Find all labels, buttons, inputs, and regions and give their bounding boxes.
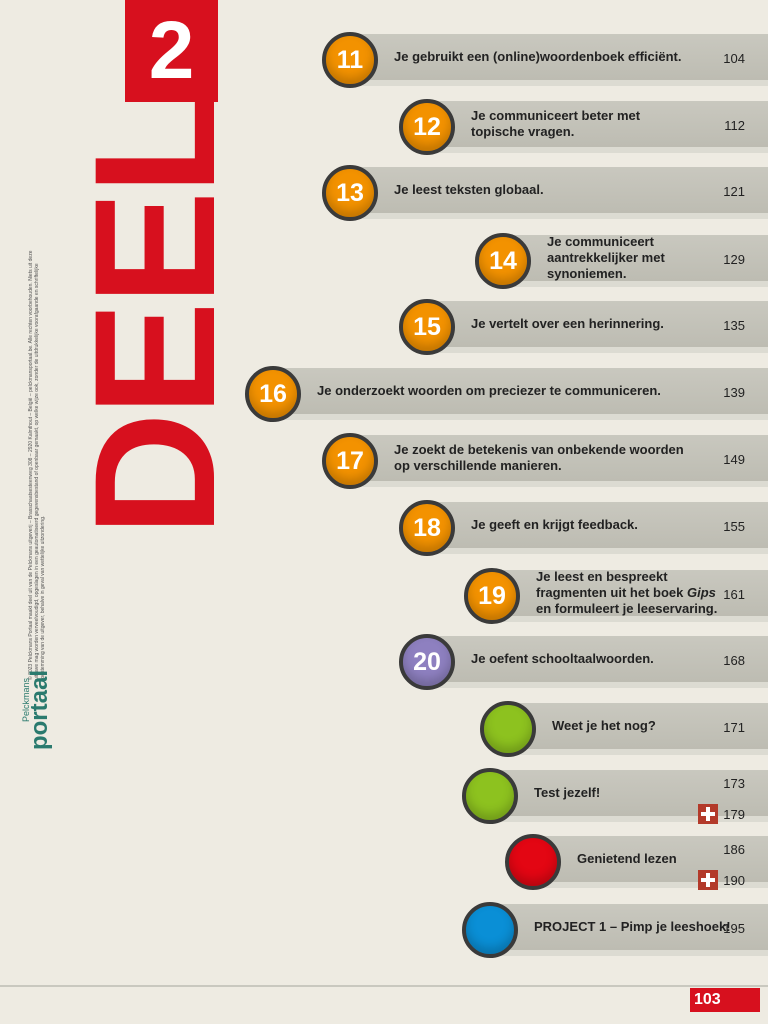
entry-title: Je leest teksten globaal. xyxy=(394,182,544,197)
entry-page: 135 xyxy=(723,318,745,333)
entry-band xyxy=(533,836,768,888)
copyright: © 2023 Pelckmans Portaal maakt deel uit … xyxy=(28,250,46,681)
entry-page: 195 xyxy=(723,921,745,936)
entry-title: Je vertelt over een herinnering. xyxy=(471,316,664,331)
entry-extra-page: 190 xyxy=(723,873,745,888)
entry-page: 173 xyxy=(723,776,745,791)
entry-band xyxy=(492,570,768,622)
entry-page: 171 xyxy=(723,720,745,735)
entry-circle: 18 xyxy=(399,500,455,556)
page-number: 103 xyxy=(690,988,760,1012)
entry-title: Weet je het nog? xyxy=(552,718,656,733)
entry-circle: 11 xyxy=(322,32,378,88)
entry-title: Je leest en bespreekt fragmenten uit het… xyxy=(536,569,726,617)
entry-band xyxy=(490,904,768,956)
footer-rule xyxy=(0,985,768,987)
title-segment: Je leest en bespreekt fragmenten uit het… xyxy=(536,569,687,600)
part-box xyxy=(125,0,218,102)
plus-icon xyxy=(698,870,718,890)
entry-circle xyxy=(480,701,536,757)
entry-band xyxy=(350,435,768,487)
entry-title: PROJECT 1 – Pimp je leeshoek! xyxy=(534,919,731,934)
part-number: 2 xyxy=(148,5,195,96)
entry-extra-page: 179 xyxy=(723,807,745,822)
entry-title: Test jezelf! xyxy=(534,785,601,800)
entry-page: 112 xyxy=(724,118,745,133)
entry-band xyxy=(427,636,768,688)
entry-band xyxy=(427,502,768,554)
entry-page: 149 xyxy=(723,452,745,467)
part-word: DEEL xyxy=(59,93,251,537)
entry-title: Je gebruikt een (online)woordenboek effi… xyxy=(394,49,682,64)
title-segment: en formuleert je leeservaring. xyxy=(536,601,718,616)
entry-title: Je communiceert beter met topische vrage… xyxy=(471,108,641,139)
entry-band xyxy=(508,703,768,755)
entry-circle: 16 xyxy=(245,366,301,422)
entry-page: 186 xyxy=(723,842,745,857)
entry-band xyxy=(350,34,768,86)
entry-page: 161 xyxy=(723,587,745,602)
entry-title: Je oefent schooltaalwoorden. xyxy=(471,651,654,666)
entry-title: Je onderzoekt woorden om preciezer te co… xyxy=(317,383,661,398)
entry-title: Je communiceert aantrekkelijker met syno… xyxy=(547,234,665,281)
entry-page: 139 xyxy=(723,385,745,400)
entry-circle: 12 xyxy=(399,99,455,155)
entry-band xyxy=(350,167,768,219)
entry-band xyxy=(273,368,768,420)
entry-circle xyxy=(462,902,518,958)
entry-page: 155 xyxy=(723,519,745,534)
logo: portaal xyxy=(26,669,53,751)
entry-page: 104 xyxy=(723,51,745,66)
entry-band xyxy=(427,301,768,353)
entry-circle: 15 xyxy=(399,299,455,355)
entry-circle: 14 xyxy=(475,233,531,289)
entry-circle xyxy=(462,768,518,824)
entry-band xyxy=(503,235,768,287)
plus-icon xyxy=(698,804,718,824)
entry-page: 129 xyxy=(723,252,745,267)
entry-circle: 20 xyxy=(399,634,455,690)
entry-title: Genietend lezen xyxy=(577,851,677,866)
entry-page: 168 xyxy=(723,653,745,668)
entry-title: Je geeft en krijgt feedback. xyxy=(471,517,638,532)
entry-page: 121 xyxy=(723,184,745,199)
entry-title: Je zoekt de betekenis van onbekende woor… xyxy=(394,442,684,473)
entry-band xyxy=(427,101,768,153)
title-segment: Gips xyxy=(686,585,716,600)
entry-circle: 19 xyxy=(464,568,520,624)
entry-circle: 13 xyxy=(322,165,378,221)
entry-circle xyxy=(505,834,561,890)
entry-circle: 17 xyxy=(322,433,378,489)
entry-band xyxy=(490,770,768,822)
